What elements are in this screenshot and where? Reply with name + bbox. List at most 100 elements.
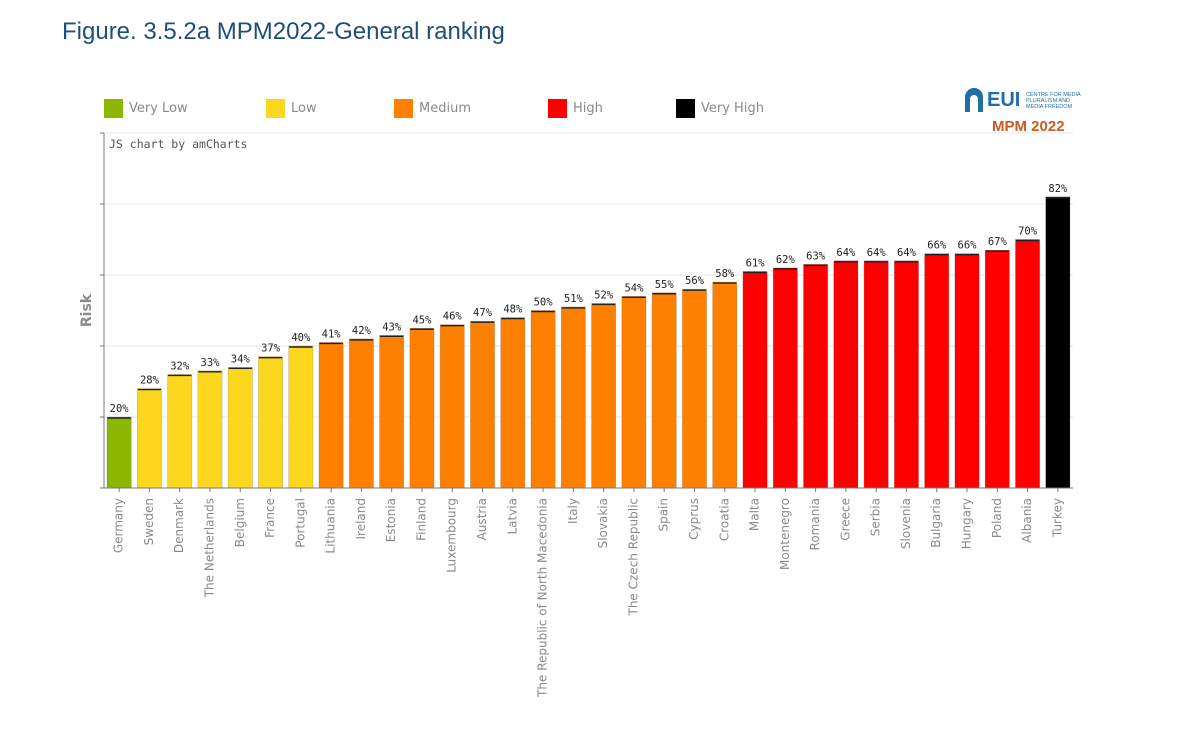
value-label: 61% <box>746 257 766 269</box>
bar <box>288 345 314 489</box>
bar <box>863 260 889 489</box>
bar <box>651 292 677 489</box>
category-label: Lithuania <box>324 498 338 554</box>
value-label: 66% <box>958 240 978 252</box>
category-label: Belgium <box>233 498 247 547</box>
category-label: Latvia <box>505 498 519 535</box>
category-label: The Netherlands <box>202 498 216 598</box>
value-label: 64% <box>867 247 887 259</box>
figure-title: Figure. 3.5.2a MPM2022-General ranking <box>62 18 505 45</box>
category-label: Germany <box>112 498 126 553</box>
value-label: 40% <box>291 332 311 344</box>
value-label: 47% <box>473 307 493 319</box>
bar <box>470 320 495 489</box>
value-label: 54% <box>624 282 644 294</box>
value-label: 37% <box>261 343 281 355</box>
bar <box>591 303 617 489</box>
bar <box>712 281 738 489</box>
category-label: Hungary <box>960 498 974 549</box>
logo-badge: MPM 2022 <box>992 118 1065 135</box>
logo-name: EUI <box>987 89 1021 111</box>
bar <box>742 271 768 489</box>
category-label: Austria <box>475 498 489 540</box>
legend-swatch-very-high <box>676 98 695 118</box>
category-label: The Czech Republic <box>626 498 640 617</box>
category-label: Slovenia <box>899 498 913 549</box>
bar <box>167 374 193 489</box>
category-label: Serbia <box>869 498 883 536</box>
category-label: Estonia <box>384 498 398 542</box>
category-label: Albania <box>1020 498 1034 543</box>
category-label: Sweden <box>142 498 156 545</box>
bar <box>924 253 950 489</box>
value-label: 55% <box>655 279 675 291</box>
value-label: 46% <box>443 311 463 323</box>
value-label: 51% <box>564 293 584 305</box>
bar <box>954 253 980 489</box>
bar <box>560 306 586 489</box>
value-label: 58% <box>715 268 735 280</box>
category-label: The Republic of North Macedonia <box>536 498 550 698</box>
bar <box>137 388 162 489</box>
legend-item-very-high: Very High <box>676 98 764 118</box>
legend-label-very-low: Very Low <box>129 100 188 116</box>
logo-subtitle: CENTRE FOR MEDIA PLURALISM AND MEDIA FRE… <box>1026 92 1081 110</box>
legend-item-low: Low <box>266 98 317 118</box>
value-label: 43% <box>382 321 402 333</box>
bar <box>894 260 919 489</box>
bar <box>682 288 707 489</box>
bar <box>833 260 859 489</box>
value-label: 28% <box>140 375 160 387</box>
legend-item-high: High <box>548 98 603 118</box>
category-label: Greece <box>838 498 852 541</box>
value-label: 63% <box>806 250 826 262</box>
bar <box>439 324 465 489</box>
bar <box>227 366 253 489</box>
legend-swatch-low <box>266 98 285 118</box>
category-label: Portugal <box>293 498 307 548</box>
category-label: Finland <box>414 498 428 541</box>
category-label: Croatia <box>717 498 731 541</box>
category-label: Poland <box>990 498 1004 538</box>
chart-legend: Very Low Low Medium High Very High <box>104 98 804 120</box>
category-label: France <box>263 498 277 538</box>
bar <box>530 310 556 489</box>
value-label: 52% <box>594 289 614 301</box>
legend-item-medium: Medium <box>394 98 471 118</box>
bar <box>106 416 132 489</box>
chart-value-labels: 20% 28% 32% 33% 34% 37% 40% 41% 42% 43% 45% 46% 47% 4… <box>110 183 1068 415</box>
value-label: 48% <box>503 304 523 316</box>
bar <box>379 335 405 489</box>
value-label: 66% <box>927 240 947 252</box>
category-label: Ireland <box>354 498 368 540</box>
y-axis-title: Risk <box>79 293 95 327</box>
value-label: 56% <box>685 275 705 287</box>
value-label: 32% <box>170 360 190 372</box>
category-label: Romania <box>808 498 822 550</box>
legend-swatch-very-low <box>104 98 123 118</box>
bar <box>500 317 526 489</box>
legend-label-medium: Medium <box>419 100 471 116</box>
value-label: 50% <box>534 297 554 309</box>
bar <box>621 295 647 489</box>
value-label: 62% <box>776 254 796 266</box>
value-label: 64% <box>897 247 917 259</box>
legend-label-low: Low <box>291 100 317 116</box>
eui-mpm-logo: EUI CENTRE FOR MEDIA PLURALISM AND MEDIA… <box>962 86 1086 136</box>
category-label: Spain <box>657 498 671 532</box>
value-label: 20% <box>110 403 130 415</box>
bar <box>1045 196 1071 489</box>
bar <box>984 249 1010 489</box>
bar <box>258 356 283 489</box>
legend-label-high: High <box>573 100 603 116</box>
eui-arch-icon <box>965 88 983 112</box>
value-label: 34% <box>231 353 251 365</box>
category-label: Turkey <box>1050 498 1064 538</box>
value-label: 45% <box>412 314 432 326</box>
legend-swatch-high <box>548 98 567 118</box>
bar <box>803 264 829 489</box>
chart-credit: JS chart by amCharts <box>109 137 248 151</box>
value-label: 42% <box>352 325 372 337</box>
legend-item-very-low: Very Low <box>104 98 188 118</box>
